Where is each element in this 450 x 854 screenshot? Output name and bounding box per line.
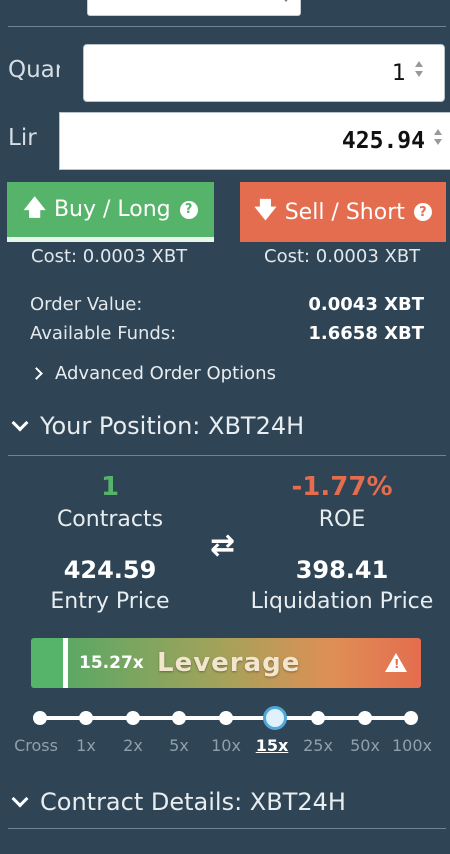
leverage-tick-50x[interactable]: 50x <box>350 736 380 755</box>
quantity-stepper[interactable] <box>414 61 424 77</box>
contract-details-title: Contract Details: XBT24H <box>40 788 346 816</box>
contracts-value: 1 <box>100 472 120 502</box>
divider <box>8 455 446 456</box>
entry-price-label: Entry Price <box>50 589 170 614</box>
leverage-tick-100x[interactable]: 100x <box>391 736 433 755</box>
quantity-input[interactable]: 1 <box>83 44 445 102</box>
leverage-slider-thumb[interactable] <box>263 706 287 730</box>
your-position-header[interactable]: Your Position: XBT24H <box>8 412 304 440</box>
stepper-down-icon[interactable] <box>434 139 442 145</box>
leverage-slider-stop[interactable] <box>358 711 372 725</box>
warning-mark: ! <box>394 657 400 671</box>
leverage-slider-stop[interactable] <box>126 711 140 725</box>
chevron-down-icon <box>11 790 29 808</box>
buy-cost: Cost: 0.0003 XBT <box>31 246 188 267</box>
leverage-slider-stop[interactable] <box>172 711 186 725</box>
roe-value: -1.77% <box>291 472 393 502</box>
chevron-down-icon <box>282 0 290 2</box>
leverage-bar[interactable]: 15.27x Leverage ! <box>31 638 421 688</box>
leverage-label: Leverage <box>157 648 301 678</box>
arrow-up-icon: 🡅 <box>23 195 46 221</box>
roe-label: ROE <box>318 507 366 532</box>
leverage-tick-2x[interactable]: 2x <box>123 736 143 755</box>
order-type-select[interactable] <box>87 0 301 16</box>
contract-details-header[interactable]: Contract Details: XBT24H <box>8 788 346 816</box>
chevron-down-icon <box>11 414 29 432</box>
quantity-value: 1 <box>392 60 406 86</box>
quantity-label: Quar <box>8 57 60 83</box>
advanced-order-options-label: Advanced Order Options <box>55 363 276 384</box>
limit-label: Lir <box>8 125 37 151</box>
chevron-right-icon <box>30 367 43 380</box>
leverage-tick-1x[interactable]: 1x <box>76 736 96 755</box>
buy-long-label: Buy / Long <box>53 197 171 222</box>
swap-arrows-icon: ⇄ <box>210 528 236 563</box>
stepper-up-icon[interactable] <box>415 61 423 67</box>
leverage-tick-15x[interactable]: 15x <box>255 736 289 755</box>
order-value-label: Order Value: <box>30 294 143 315</box>
stepper-up-icon[interactable] <box>434 129 442 135</box>
contracts-label: Contracts <box>56 507 164 532</box>
limit-price-stepper[interactable] <box>433 129 443 145</box>
leverage-slider-stop[interactable] <box>79 711 93 725</box>
advanced-order-options-toggle[interactable]: Advanced Order Options <box>30 363 276 384</box>
warning-icon: ! <box>385 653 407 672</box>
divider <box>8 828 446 829</box>
leverage-tick-25x[interactable]: 25x <box>303 736 333 755</box>
leverage-slider-stop[interactable] <box>311 711 325 725</box>
liquidation-price-value: 398.41 <box>295 556 389 584</box>
help-icon[interactable]: ? <box>413 203 432 221</box>
limit-price-value: 425.94 <box>341 128 425 154</box>
sell-short-label: Sell / Short <box>284 199 405 225</box>
sell-cost: Cost: 0.0003 XBT <box>264 246 421 267</box>
leverage-gradient <box>65 638 421 688</box>
leverage-slider-stop[interactable] <box>404 711 418 725</box>
buy-long-button[interactable]: 🡅 Buy / Long ? <box>7 182 214 242</box>
your-position-title: Your Position: XBT24H <box>40 412 305 440</box>
leverage-value: 15.27x <box>79 653 144 673</box>
entry-price-value: 424.59 <box>63 556 157 584</box>
leverage-tick-5x[interactable]: 5x <box>169 736 189 755</box>
sell-short-button[interactable]: 🡇 Sell / Short ? <box>240 182 446 242</box>
order-value: 0.0043 XBT <box>308 294 424 315</box>
leverage-slider-stop[interactable] <box>33 711 47 725</box>
leverage-tick-10x[interactable]: 10x <box>211 736 241 755</box>
arrow-down-icon: 🡇 <box>254 198 277 223</box>
divider <box>8 26 446 27</box>
leverage-fill <box>31 638 65 688</box>
leverage-marker[interactable] <box>63 638 68 688</box>
stepper-down-icon[interactable] <box>415 71 423 77</box>
available-funds-value: 1.6658 XBT <box>308 323 424 344</box>
liquidation-price-label: Liquidation Price <box>250 589 434 614</box>
leverage-slider-stop[interactable] <box>219 711 233 725</box>
limit-price-input[interactable]: 425.94 <box>59 112 450 170</box>
help-icon[interactable]: ? <box>179 200 198 219</box>
leverage-tick-cross[interactable]: Cross <box>14 736 58 755</box>
available-funds-label: Available Funds: <box>30 323 177 344</box>
